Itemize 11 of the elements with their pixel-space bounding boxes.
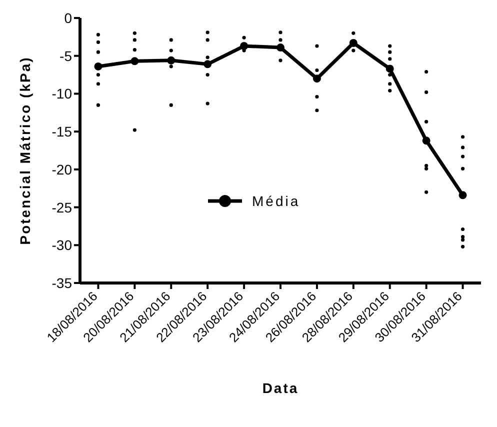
y-tick-label: -30 bbox=[52, 237, 72, 254]
y-tick-label: -35 bbox=[52, 274, 72, 291]
y-tick-label: -10 bbox=[52, 86, 72, 102]
x-axis-title: Data bbox=[262, 380, 299, 396]
y-axis-title: Potencial Mátrico (kPa) bbox=[17, 56, 33, 245]
legend-label: Média bbox=[252, 193, 300, 209]
y-tick-label: -15 bbox=[52, 124, 72, 140]
y-tick-label: -20 bbox=[52, 161, 72, 178]
y-tick-label: -25 bbox=[52, 199, 72, 216]
y-tick-label: -5 bbox=[60, 48, 72, 64]
y-tick-label: 0 bbox=[64, 10, 72, 26]
